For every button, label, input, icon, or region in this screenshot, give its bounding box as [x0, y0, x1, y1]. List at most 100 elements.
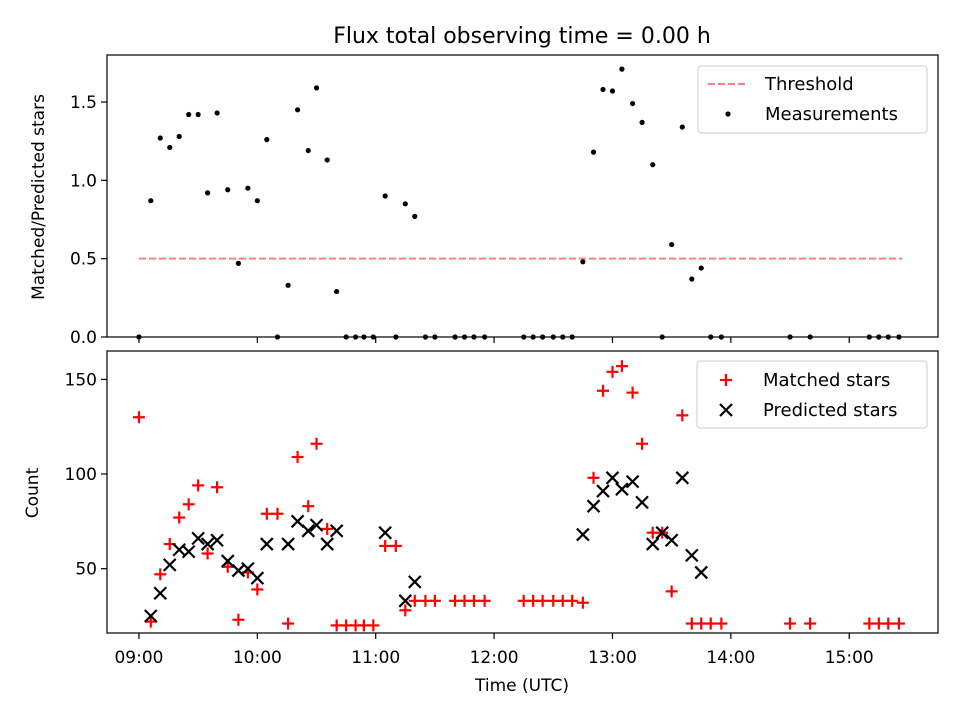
x-stroke-b [596, 484, 610, 498]
matched-stars-point [478, 594, 491, 607]
predicted-stars-point [200, 537, 215, 551]
x-stroke-b [241, 561, 255, 576]
matched-stars-point [715, 617, 728, 630]
matched-stars-point [626, 386, 639, 399]
measurements-point [305, 147, 311, 154]
measurements-point [650, 162, 656, 168]
predicted-stars-point [407, 575, 422, 589]
matched-stars-point [310, 437, 323, 450]
matched-stars-point [182, 498, 195, 511]
x-tick-label: 11:00 [351, 648, 400, 668]
matched-stars-point [784, 617, 797, 630]
predicted-stars-point [625, 474, 640, 489]
matched-stars-point [804, 617, 817, 630]
predicted-stars-point [378, 525, 392, 540]
predicted-stars-point [398, 594, 413, 608]
y-tick-label: 1.5 [70, 93, 97, 113]
matched-stars-point [282, 617, 295, 630]
predicted-stars-point [675, 471, 690, 485]
x-stroke-b [250, 571, 265, 585]
matched-stars-point [587, 471, 600, 484]
x-stroke-b [407, 575, 422, 589]
legend-matched-label: Matched stars [763, 370, 890, 391]
top-panel: 0.0 0.5 1.0 1.5 Matched/Predicted stars Thr… [29, 54, 939, 348]
matched-stars-point [221, 560, 234, 573]
y-tick-label: 0.0 [70, 328, 97, 348]
matched-stars-point [665, 585, 678, 598]
measurements-point [186, 111, 192, 118]
bottom-plot-area: 50 100 150 09:00 10:00 11:00 12:00 13:00 14:00 15… [65, 350, 939, 668]
measurements-point [225, 187, 231, 193]
measurements-point [254, 198, 260, 204]
x-stroke-b [320, 537, 334, 551]
x-stroke-b [153, 586, 168, 601]
predicted-stars-point [664, 533, 679, 548]
measurements-point [324, 157, 330, 163]
predicted-stars-point [260, 537, 274, 551]
x-stroke-b [309, 518, 324, 532]
x-stroke-b [231, 563, 246, 578]
top-plot-area: 0.0 0.5 1.0 1.5 [70, 54, 939, 348]
x-stroke-b [301, 524, 316, 538]
bottom-legend-box [696, 360, 928, 429]
matched-stars-point [596, 384, 609, 397]
x-stroke-b [260, 537, 274, 551]
x-stroke-b [181, 544, 196, 559]
y-tick-label: 0.5 [70, 250, 97, 270]
predicted-stars-point [645, 537, 660, 551]
matched-stars-point [132, 411, 145, 424]
x-stroke-b [220, 554, 235, 568]
x-stroke-b [645, 537, 660, 551]
x-stroke-b [586, 499, 601, 513]
measurements-point [264, 137, 270, 143]
measurements-point [285, 282, 291, 288]
x-stroke-b [576, 527, 590, 542]
x-stroke-b [200, 537, 215, 551]
matched-stars-point [271, 507, 284, 520]
measurements-point [609, 88, 616, 94]
y-tick-label: 150 [65, 370, 97, 390]
matched-stars-point [173, 511, 186, 524]
measurements-point [148, 198, 154, 204]
predicted-stars-point [250, 571, 265, 585]
x-stroke-b [694, 565, 709, 580]
plot-frame [106, 350, 939, 634]
x-stroke-b [162, 558, 177, 572]
measurements-point [619, 66, 625, 72]
measurements-point [402, 201, 408, 207]
predicted-stars-point [576, 527, 590, 542]
measurements-point [313, 85, 320, 91]
x-stroke-b [281, 537, 295, 551]
predicted-stars-point [635, 495, 649, 510]
predicted-stars-point [596, 484, 610, 498]
matched-stars-point [154, 568, 167, 581]
measurements-point [214, 110, 220, 116]
legend-measurements-label: Measurements [765, 104, 898, 125]
x-axis-label: Time (UTC) [474, 676, 569, 696]
legend-threshold-label: Threshold [764, 74, 854, 95]
matched-stars-point [232, 613, 245, 626]
measurements-point [580, 259, 586, 265]
x-stroke-b [144, 609, 158, 623]
predicted-stars-point [210, 533, 224, 548]
chart-title: Flux total observing time = 0.00 h [333, 24, 711, 49]
legend-matched-marker [720, 374, 732, 386]
x-tick-label: 13:00 [588, 648, 637, 668]
matched-stars-point [704, 617, 717, 630]
matched-stars-point [882, 617, 895, 630]
matched-stars-point [251, 583, 264, 596]
matched-stars-point [192, 479, 205, 492]
top-legend: Threshold Measurements [697, 65, 928, 134]
predicted-stars-point [162, 558, 177, 572]
predicted-stars-point [181, 544, 196, 559]
predicted-stars-point [605, 471, 620, 485]
x-stroke-b [625, 474, 640, 489]
measurements-point [205, 190, 211, 196]
measurements-point [245, 185, 251, 191]
measurements-point [629, 100, 636, 107]
matched-stars-point [260, 507, 273, 520]
x-stroke-b [398, 594, 413, 608]
measurements-point [334, 288, 340, 295]
x-stroke-b [684, 548, 699, 563]
